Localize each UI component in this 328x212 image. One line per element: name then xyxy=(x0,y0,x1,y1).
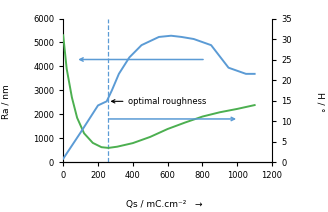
Text: Qs / mC.cm⁻²   →: Qs / mC.cm⁻² → xyxy=(126,201,202,209)
Text: Ra / nm: Ra / nm xyxy=(1,84,10,119)
Text: H / °: H / ° xyxy=(315,92,324,112)
Text: optimal roughness: optimal roughness xyxy=(112,97,207,106)
